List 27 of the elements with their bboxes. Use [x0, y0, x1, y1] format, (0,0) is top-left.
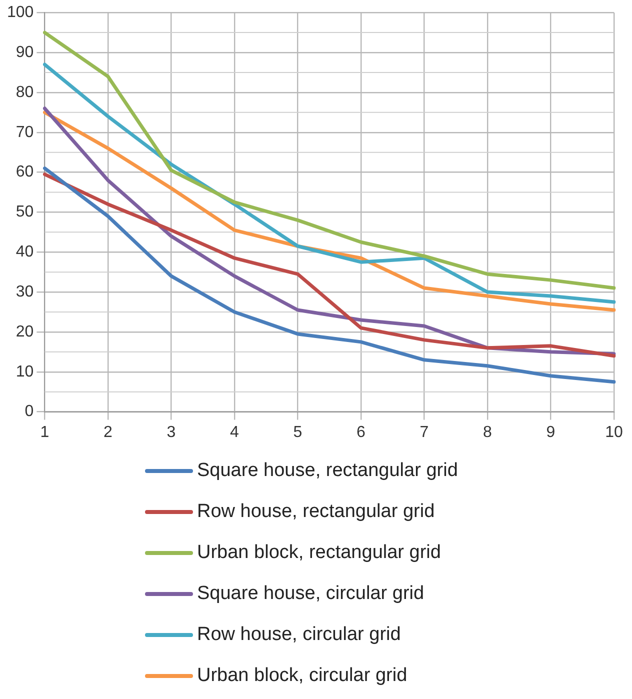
y-tick-label: 0 — [24, 403, 34, 420]
x-tick-label: 10 — [605, 424, 623, 441]
y-tick-label: 90 — [16, 44, 34, 61]
x-tick-label: 2 — [104, 424, 112, 441]
legend-label: Urban block, rectangular grid — [197, 541, 441, 564]
x-tick-label: 1 — [40, 424, 50, 441]
x-tick-label: 3 — [166, 424, 176, 441]
legend-label: Row house, rectangular grid — [197, 500, 435, 523]
y-tick-label: 100 — [6, 4, 34, 22]
y-tick-label: 60 — [16, 164, 34, 181]
x-tick-label: 4 — [230, 424, 240, 441]
legend-label: Row house, circular grid — [197, 623, 401, 646]
x-tick-label: 7 — [420, 424, 429, 441]
y-tick-label: 10 — [16, 363, 34, 380]
y-tick-label: 30 — [16, 283, 34, 300]
y-tick-label: 40 — [16, 244, 34, 261]
x-tick-label: 8 — [483, 424, 492, 441]
x-tick-label: 5 — [293, 424, 302, 441]
legend-label: Urban block, circular grid — [197, 664, 408, 687]
y-tick-label: 20 — [16, 323, 34, 340]
legend-label: Square house, rectangular grid — [197, 459, 458, 482]
legend-label: Square house, circular grid — [197, 582, 424, 605]
x-tick-label: 9 — [546, 424, 556, 441]
y-tick-label: 50 — [16, 204, 34, 221]
y-tick-label: 70 — [16, 124, 34, 141]
x-tick-label: 6 — [356, 424, 366, 441]
y-tick-label: 80 — [16, 84, 34, 101]
